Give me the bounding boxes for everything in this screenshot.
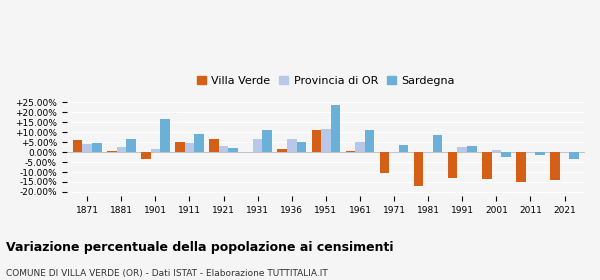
- Bar: [346, 151, 355, 152]
- Text: Variazione percentuale della popolazione ai censimenti: Variazione percentuale della popolazione…: [6, 241, 394, 254]
- Bar: [209, 139, 219, 152]
- Bar: [229, 148, 238, 152]
- Bar: [219, 146, 229, 152]
- Bar: [389, 152, 399, 153]
- Bar: [550, 152, 560, 180]
- Bar: [457, 147, 467, 152]
- Bar: [160, 119, 170, 152]
- Bar: [107, 151, 116, 152]
- Bar: [491, 150, 501, 152]
- Bar: [448, 152, 457, 178]
- Bar: [126, 139, 136, 152]
- Bar: [535, 152, 545, 155]
- Bar: [185, 143, 194, 152]
- Bar: [433, 135, 442, 152]
- Bar: [467, 146, 476, 152]
- Bar: [482, 152, 491, 179]
- Bar: [380, 152, 389, 173]
- Bar: [151, 149, 160, 152]
- Bar: [262, 130, 272, 152]
- Bar: [141, 152, 151, 159]
- Bar: [355, 142, 365, 152]
- Bar: [277, 149, 287, 152]
- Bar: [311, 130, 321, 152]
- Bar: [296, 142, 306, 152]
- Bar: [321, 129, 331, 152]
- Bar: [287, 139, 296, 152]
- Bar: [365, 130, 374, 152]
- Bar: [331, 106, 340, 152]
- Bar: [194, 134, 204, 152]
- Bar: [92, 143, 101, 152]
- Legend: Villa Verde, Provincia di OR, Sardegna: Villa Verde, Provincia di OR, Sardegna: [193, 72, 458, 89]
- Bar: [175, 142, 185, 152]
- Bar: [526, 152, 535, 153]
- Text: COMUNE DI VILLA VERDE (OR) - Dati ISTAT - Elaborazione TUTTITALIA.IT: COMUNE DI VILLA VERDE (OR) - Dati ISTAT …: [6, 269, 328, 278]
- Bar: [399, 145, 409, 152]
- Bar: [82, 144, 92, 152]
- Bar: [424, 152, 433, 153]
- Bar: [253, 139, 262, 152]
- Bar: [116, 147, 126, 152]
- Bar: [414, 152, 424, 186]
- Bar: [516, 152, 526, 182]
- Bar: [73, 140, 82, 152]
- Bar: [560, 152, 569, 153]
- Bar: [569, 152, 579, 159]
- Bar: [501, 152, 511, 157]
